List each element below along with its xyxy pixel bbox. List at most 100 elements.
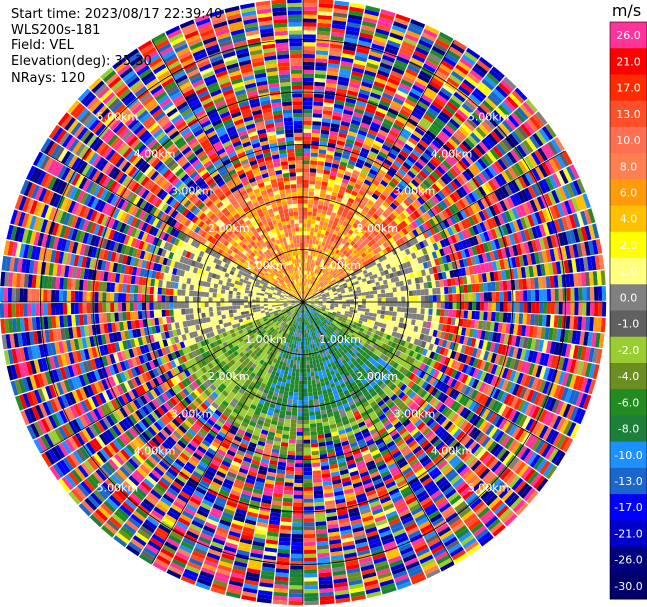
velocity-gate: [357, 129, 368, 137]
velocity-gate: [306, 235, 310, 240]
velocity-gate: [313, 93, 324, 99]
velocity-gate: [375, 110, 386, 119]
velocity-gate: [315, 265, 319, 270]
velocity-gate: [343, 146, 353, 152]
velocity-gate: [324, 162, 332, 168]
velocity-gate: [323, 222, 329, 227]
velocity-gate: [323, 165, 332, 171]
velocity-gate: [324, 230, 330, 236]
velocity-gate: [321, 229, 326, 235]
velocity-gate: [309, 184, 315, 189]
velocity-gate: [308, 243, 312, 248]
velocity-gate: [320, 233, 325, 239]
velocity-gate: [403, 37, 418, 47]
velocity-gate: [348, 180, 356, 187]
velocity-gate: [331, 191, 338, 197]
velocity-gate: [366, 132, 376, 140]
velocity-gate: [303, 73, 314, 78]
velocity-gate: [308, 263, 311, 268]
velocity-gate: [309, 176, 316, 181]
velocity-gate: [317, 161, 325, 166]
velocity-gate: [346, 25, 360, 33]
velocity-gate: [305, 258, 308, 263]
velocity-gate: [309, 267, 312, 272]
velocity-gate: [340, 64, 352, 71]
velocity-gate: [303, 128, 312, 133]
velocity-gate: [303, 294, 305, 299]
velocity-gate: [303, 148, 311, 153]
velocity-gate: [303, 172, 310, 177]
velocity-gate: [306, 231, 311, 236]
velocity-gate: [320, 133, 329, 139]
velocity-gate: [350, 152, 359, 159]
velocity-gate: [312, 113, 322, 118]
velocity-gate: [348, 10, 364, 17]
velocity-gate: [378, 16, 394, 25]
velocity-gate: [332, 187, 339, 194]
velocity-gate: [320, 217, 326, 222]
velocity-gate: [329, 228, 335, 234]
velocity-gate: [304, 286, 306, 291]
velocity-gate: [304, 270, 307, 275]
velocity-gate: [303, 191, 309, 196]
velocity-gate: [303, 254, 306, 259]
velocity-gate: [305, 290, 308, 295]
velocity-gate: [303, 120, 312, 125]
velocity-gate: [303, 61, 315, 66]
velocity-gate: [330, 127, 340, 133]
velocity-gate: [306, 223, 311, 228]
velocity-gate: [337, 193, 344, 199]
velocity-gate: [349, 2, 365, 9]
velocity-gate: [347, 130, 357, 137]
velocity-gate: [373, 114, 384, 122]
velocity-gate: [310, 148, 319, 154]
velocity-gate: [314, 184, 321, 190]
velocity-gate: [334, 180, 342, 186]
velocity-gate: [361, 118, 372, 126]
velocity-gate: [318, 11, 333, 16]
velocity-gate: [333, 107, 344, 114]
velocity-gate: [316, 42, 330, 48]
velocity-gate: [315, 216, 321, 221]
velocity-gate: [314, 192, 320, 197]
velocity-gate: [303, 6, 318, 11]
velocity-gate: [305, 270, 308, 275]
velocity-gate: [331, 119, 341, 125]
velocity-gate: [303, 101, 313, 106]
velocity-gate: [380, 58, 394, 67]
velocity-gate: [343, 191, 351, 198]
velocity-gate: [307, 275, 310, 280]
velocity-gate: [351, 70, 364, 78]
velocity-gate: [327, 67, 339, 73]
velocity-gate: [306, 227, 311, 232]
velocity-gate: [318, 257, 322, 263]
velocity-gate: [329, 174, 337, 181]
velocity-gate: [365, 107, 376, 115]
velocity-gate: [303, 30, 317, 35]
velocity-gate: [373, 35, 388, 44]
velocity-gate: [307, 215, 312, 220]
velocity-gate: [309, 259, 312, 264]
velocity-gate: [319, 221, 325, 226]
velocity-gate: [356, 158, 365, 166]
velocity-gate: [369, 125, 380, 133]
velocity-gate: [342, 49, 356, 56]
velocity-gate: [312, 272, 316, 277]
velocity-gate: [303, 113, 313, 118]
velocity-gate: [338, 132, 348, 139]
velocity-gate: [329, 215, 336, 221]
velocity-gate: [334, 99, 345, 106]
velocity-gate: [345, 29, 360, 36]
velocity-gate: [307, 211, 313, 216]
velocity-gate: [336, 88, 348, 94]
velocity-gate: [321, 125, 330, 131]
velocity-gate: [303, 65, 315, 70]
velocity-gate: [328, 59, 341, 65]
velocity-gate: [362, 143, 372, 151]
velocity-gate: [314, 81, 326, 87]
velocity-gate: [310, 271, 313, 276]
velocity-gate: [310, 275, 313, 280]
velocity-gate: [318, 225, 324, 230]
velocity-gate: [330, 167, 339, 173]
velocity-gate: [332, 208, 338, 214]
